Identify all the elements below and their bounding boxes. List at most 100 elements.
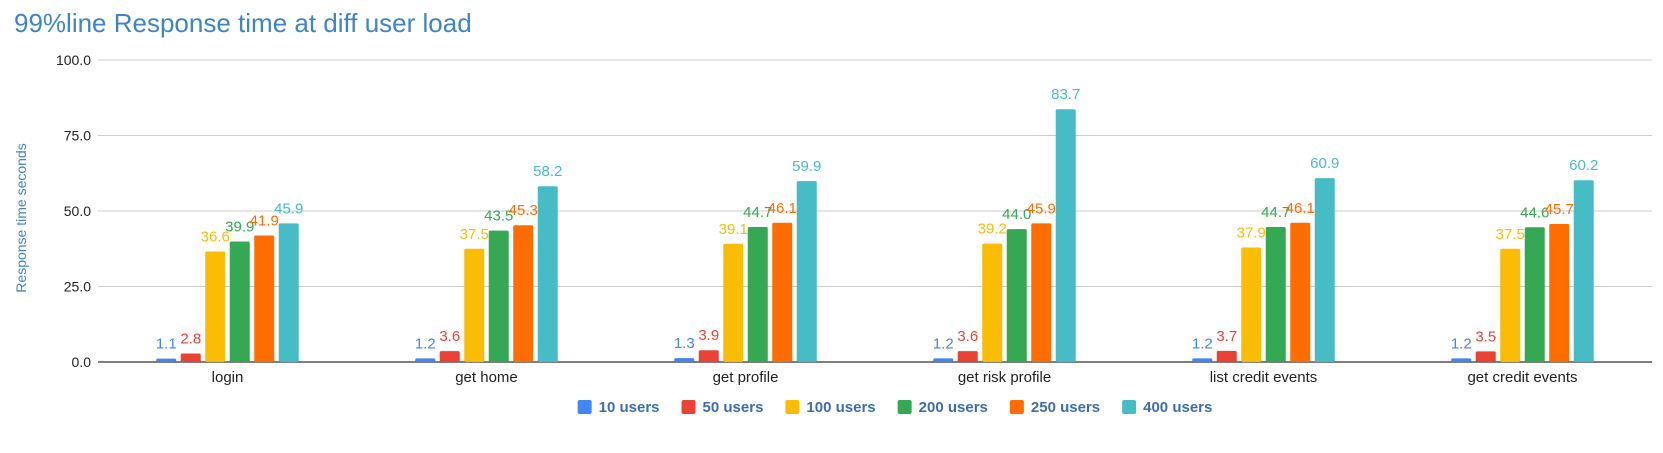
- bar-10-users-list-credit-events: [1192, 358, 1213, 362]
- data-label: 3.6: [957, 328, 978, 345]
- legend-label: 50 users: [703, 399, 764, 416]
- bar-50-users-get-risk-profile: [957, 351, 978, 362]
- x-category-label: get credit events: [1467, 369, 1577, 386]
- bar-400-users-get-credit-events: [1573, 180, 1594, 362]
- data-label: 45.9: [274, 200, 303, 217]
- bar-50-users-list-credit-events: [1216, 350, 1237, 362]
- data-label: 1.2: [415, 335, 436, 352]
- data-label: 39.2: [978, 221, 1007, 238]
- bar-200-users-get-profile: [747, 227, 768, 362]
- legend-item-250-users[interactable]: 250 users: [1009, 399, 1100, 416]
- data-label: 46.1: [1286, 200, 1315, 217]
- legend-swatch: [1009, 400, 1024, 414]
- x-category-label: get risk profile: [958, 369, 1051, 386]
- bars: [156, 109, 1594, 362]
- bar-10-users-get-risk-profile: [933, 358, 954, 362]
- x-category-label: list credit events: [1210, 369, 1318, 386]
- bar-250-users-get-profile: [772, 222, 793, 362]
- y-tick-label: 75.0: [64, 128, 91, 144]
- bar-100-users-get-risk-profile: [982, 243, 1003, 362]
- legend-item-400-users[interactable]: 400 users: [1122, 399, 1212, 416]
- y-tick-label: 100.0: [56, 52, 91, 68]
- data-label: 3.7: [1216, 328, 1237, 345]
- data-label: 36.6: [201, 228, 230, 245]
- legend-label: 200 users: [919, 399, 988, 416]
- x-category-label: get profile: [713, 369, 779, 386]
- data-label: 58.2: [533, 163, 562, 180]
- y-axis-label: Response time seconds: [13, 143, 29, 292]
- bar-50-users-login: [180, 353, 201, 362]
- data-label: 2.8: [180, 331, 201, 348]
- data-label: 3.9: [698, 327, 719, 344]
- legend: 10 users 50 users 100 users 200 users 250 us…: [577, 399, 1212, 416]
- bar-250-users-get-risk-profile: [1031, 223, 1052, 362]
- bar-200-users-login: [229, 241, 250, 362]
- data-label: 60.9: [1310, 155, 1339, 172]
- data-labels: 1.1 2.836.639.941.945.91.2 3.637.543.545.3…: [156, 86, 1599, 352]
- data-label: 39.1: [719, 221, 748, 238]
- data-label: 1.2: [1192, 335, 1213, 352]
- x-axis-categories: login get home get profile get risk profile…: [212, 369, 1578, 386]
- data-label: 3.6: [439, 328, 460, 345]
- bar-200-users-get-home: [488, 230, 509, 362]
- bar-100-users-list-credit-events: [1241, 247, 1262, 362]
- data-label: 59.9: [792, 158, 821, 175]
- legend-swatch: [681, 400, 696, 414]
- x-category-label: login: [212, 369, 244, 386]
- y-tick-label: 25.0: [64, 279, 91, 295]
- bar-50-users-get-home: [439, 351, 460, 362]
- data-label: 3.5: [1475, 328, 1496, 345]
- bar-50-users-get-credit-events: [1475, 351, 1496, 362]
- bar-200-users-list-credit-events: [1265, 227, 1286, 362]
- data-label: 1.2: [1451, 335, 1472, 352]
- data-label: 60.2: [1569, 157, 1598, 174]
- data-label: 45.9: [1027, 200, 1056, 217]
- bar-200-users-get-risk-profile: [1006, 229, 1027, 362]
- legend-swatch: [1122, 400, 1137, 414]
- bar-400-users-list-credit-events: [1314, 178, 1335, 362]
- bar-10-users-get-profile: [674, 358, 695, 362]
- legend-item-200-users[interactable]: 200 users: [897, 399, 988, 416]
- bar-250-users-list-credit-events: [1290, 222, 1311, 362]
- bar-100-users-get-credit-events: [1500, 248, 1521, 362]
- bar-250-users-get-home: [513, 225, 534, 362]
- data-label: 44.6: [1520, 204, 1549, 221]
- chart-title: 99%line Response time at diff user load: [14, 8, 472, 38]
- data-label: 43.5: [484, 208, 513, 225]
- legend-item-100-users[interactable]: 100 users: [785, 399, 876, 416]
- data-label: 1.1: [156, 336, 177, 353]
- legend-label: 400 users: [1143, 399, 1212, 416]
- data-label: 45.3: [509, 202, 538, 219]
- legend-label: 10 users: [599, 399, 660, 416]
- data-label: 44.7: [1261, 204, 1290, 221]
- data-label: 44.0: [1002, 206, 1031, 223]
- data-label: 1.2: [933, 335, 954, 352]
- bar-50-users-get-profile: [698, 350, 719, 362]
- bar-10-users-login: [156, 358, 177, 362]
- data-label: 44.7: [743, 204, 772, 221]
- data-label: 37.5: [1496, 226, 1525, 243]
- data-label: 41.9: [250, 212, 279, 229]
- legend-item-50-users[interactable]: 50 users: [681, 399, 764, 416]
- data-label: 45.7: [1545, 201, 1574, 218]
- bar-10-users-get-credit-events: [1451, 358, 1472, 362]
- data-label: 1.3: [674, 335, 695, 352]
- bar-400-users-get-profile: [796, 181, 817, 362]
- bar-400-users-get-risk-profile: [1055, 109, 1076, 362]
- data-label: 37.9: [1237, 225, 1266, 242]
- y-tick-label: 0.0: [72, 354, 92, 370]
- bar-400-users-get-home: [537, 186, 558, 362]
- y-axis-ticks: 0.0 25.0 50.0 75.0 100.0: [56, 52, 91, 370]
- bar-200-users-get-credit-events: [1524, 227, 1545, 362]
- data-label: 46.1: [768, 200, 797, 217]
- legend-swatch: [897, 400, 912, 414]
- legend-swatch: [577, 400, 592, 414]
- bar-100-users-login: [205, 251, 226, 362]
- legend-swatch: [785, 400, 800, 414]
- legend-label: 100 users: [806, 399, 875, 416]
- data-label: 39.9: [225, 219, 254, 236]
- legend-item-10-users[interactable]: 10 users: [577, 399, 660, 416]
- data-label: 83.7: [1051, 86, 1080, 103]
